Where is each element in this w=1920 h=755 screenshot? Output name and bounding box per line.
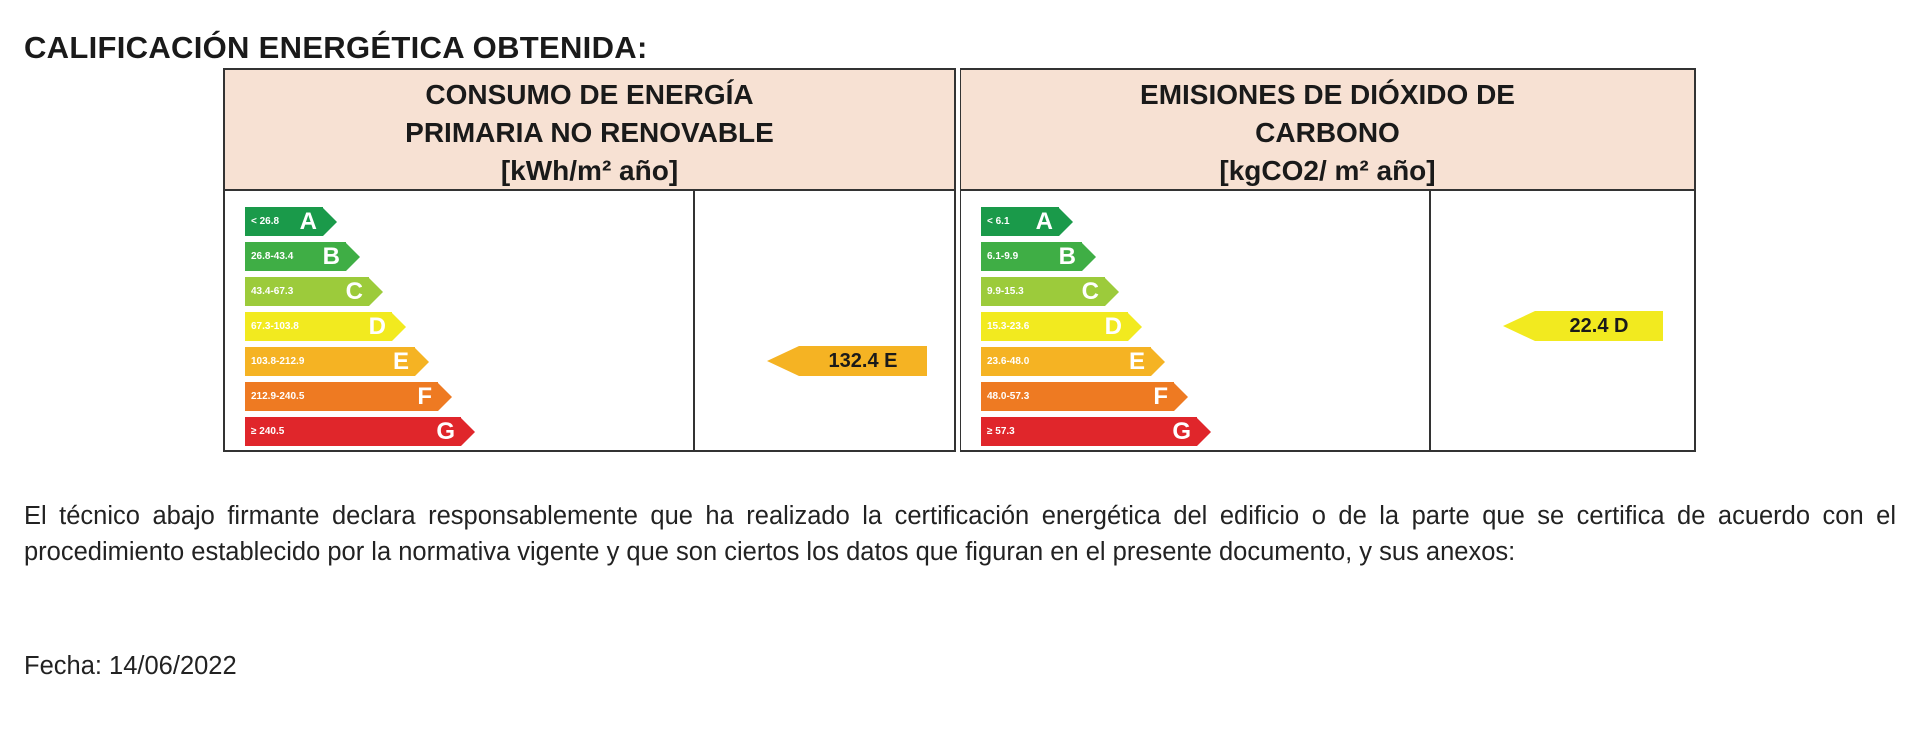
energy-scale-bar-e: 103.8-212.9 E [245,347,429,376]
co2-scale-letter: A [1035,208,1053,235]
energy-scale-bar-c: 43.4-67.3 C [245,277,383,306]
energy-scale-range: ≥ 240.5 [251,426,285,437]
energy-scale-letter: C [345,278,363,305]
co2-scale-bar-body: 48.0-57.3 F [981,382,1174,411]
co2-scale-bar-f: 48.0-57.3 F [981,382,1188,411]
energy-scale-letter: B [322,243,340,270]
energy-scale-bar-body: 103.8-212.9 E [245,347,415,376]
co2-scale-bar-body: ≥ 57.3 G [981,417,1197,446]
energy-scale-letter: E [392,348,409,375]
co2-scale-bar-body: < 6.1 A [981,207,1059,236]
energy-scale-range: 26.8-43.4 [251,251,294,262]
energy-scale-bar-body: 212.9-240.5 F [245,382,438,411]
energy-scale-bar-a: < 26.8 A [245,207,337,236]
co2-rating-scale: < 6.1 A 6.1-9.9 B 9.9-15.3 C 15.3-23.6 D 23.6-48… [961,191,1431,450]
co2-scale-range: 48.0-57.3 [987,391,1030,402]
energy-consumption-panel: CONSUMO DE ENERGÍA PRIMARIA NO RENOVABLE… [223,68,956,452]
co2-scale-letter: C [1081,278,1099,305]
co2-scale-range: 6.1-9.9 [987,251,1019,262]
co2-scale-bar-tip [1105,277,1119,306]
co2-scale-letter: G [1172,418,1191,445]
energy-scale-range: 103.8-212.9 [251,356,305,367]
co2-scale-range: 23.6-48.0 [987,356,1030,367]
co2-indicator-tip [1503,311,1535,341]
co2-scale-bar-e: 23.6-48.0 E [981,347,1165,376]
co2-scale-bar-tip [1197,417,1211,446]
energy-result-cell: 132.4 E [695,191,954,450]
co2-scale-bar-tip [1151,347,1165,376]
energy-scale-letter: F [417,383,432,410]
co2-scale-bar-b: 6.1-9.9 B [981,242,1096,271]
energy-scale-bar-b: 26.8-43.4 B [245,242,360,271]
co2-result-label: 22.4 D [1535,311,1663,341]
co2-title-line-1: EMISIONES DE DIÓXIDO DE [1140,79,1515,110]
energy-scale-bar-tip [323,207,337,236]
energy-title-line-2: PRIMARIA NO RENOVABLE [405,117,774,148]
co2-scale-bar-body: 15.3-23.6 D [981,312,1128,341]
energy-scale-bar-body: < 26.8 A [245,207,323,236]
energy-scale-letter: G [436,418,455,445]
co2-scale-bar-tip [1082,242,1096,271]
co2-panel-header: EMISIONES DE DIÓXIDO DE CARBONO [kgCO2/ … [961,70,1694,191]
co2-scale-letter: B [1058,243,1076,270]
co2-scale-range: 15.3-23.6 [987,321,1030,332]
co2-scale-bar-body: 6.1-9.9 B [981,242,1082,271]
energy-scale-bar-tip [438,382,452,411]
co2-scale-range: 9.9-15.3 [987,286,1024,297]
energy-scale-bar-g: ≥ 240.5 G [245,417,475,446]
co2-scale-bar-d: 15.3-23.6 D [981,312,1142,341]
energy-scale-range: 67.3-103.8 [251,321,299,332]
energy-indicator-tip [767,346,799,376]
energy-scale-range: < 26.8 [251,216,280,227]
co2-scale-bar-body: 9.9-15.3 C [981,277,1105,306]
energy-scale-letter: A [299,208,317,235]
energy-scale-letter: D [368,313,386,340]
energy-scale-range: 212.9-240.5 [251,391,305,402]
energy-scale-bar-tip [461,417,475,446]
co2-scale-bar-g: ≥ 57.3 G [981,417,1211,446]
co2-scale-range: < 6.1 [987,216,1010,227]
energy-result-label: 132.4 E [799,346,927,376]
energy-rating-scale: < 26.8 A 26.8-43.4 B 43.4-67.3 C 67.3-103.8 D 10… [225,191,695,450]
co2-result-cell: 22.4 D [1431,191,1694,450]
co2-scale-letter: E [1128,348,1145,375]
co2-scale-bar-body: 23.6-48.0 E [981,347,1151,376]
energy-scale-bar-d: 67.3-103.8 D [245,312,406,341]
co2-emissions-panel: EMISIONES DE DIÓXIDO DE CARBONO [kgCO2/ … [960,68,1696,452]
co2-result-indicator: 22.4 D [1503,311,1663,341]
energy-scale-bar-tip [392,312,406,341]
certificate-date: Fecha: 14/06/2022 [24,652,237,680]
energy-title-line-1: CONSUMO DE ENERGÍA [425,79,754,110]
energy-scale-bar-tip [415,347,429,376]
energy-scale-bar-tip [346,242,360,271]
energy-scale-bar-body: 67.3-103.8 D [245,312,392,341]
co2-unit-label: [kgCO2/ m² año] [1219,155,1436,186]
energy-scale-bar-tip [369,277,383,306]
energy-scale-bar-f: 212.9-240.5 F [245,382,452,411]
section-heading: CALIFICACIÓN ENERGÉTICA OBTENIDA: [24,30,648,65]
co2-scale-bar-tip [1059,207,1073,236]
co2-scale-range: ≥ 57.3 [987,426,1015,437]
co2-scale-letter: D [1104,313,1122,340]
co2-scale-bar-a: < 6.1 A [981,207,1073,236]
co2-scale-bar-c: 9.9-15.3 C [981,277,1119,306]
energy-result-indicator: 132.4 E [767,346,927,376]
energy-scale-bar-body: 43.4-67.3 C [245,277,369,306]
co2-scale-letter: F [1153,383,1168,410]
energy-scale-bar-body: 26.8-43.4 B [245,242,346,271]
energy-unit-label: [kWh/m² año] [500,155,679,186]
co2-scale-bar-tip [1128,312,1142,341]
co2-scale-bar-tip [1174,382,1188,411]
energy-scale-range: 43.4-67.3 [251,286,294,297]
energy-panel-header: CONSUMO DE ENERGÍA PRIMARIA NO RENOVABLE… [225,70,954,191]
declaration-statement: El técnico abajo firmante declara respon… [24,502,1896,566]
co2-title-line-2: CARBONO [1255,117,1400,148]
energy-scale-bar-body: ≥ 240.5 G [245,417,461,446]
